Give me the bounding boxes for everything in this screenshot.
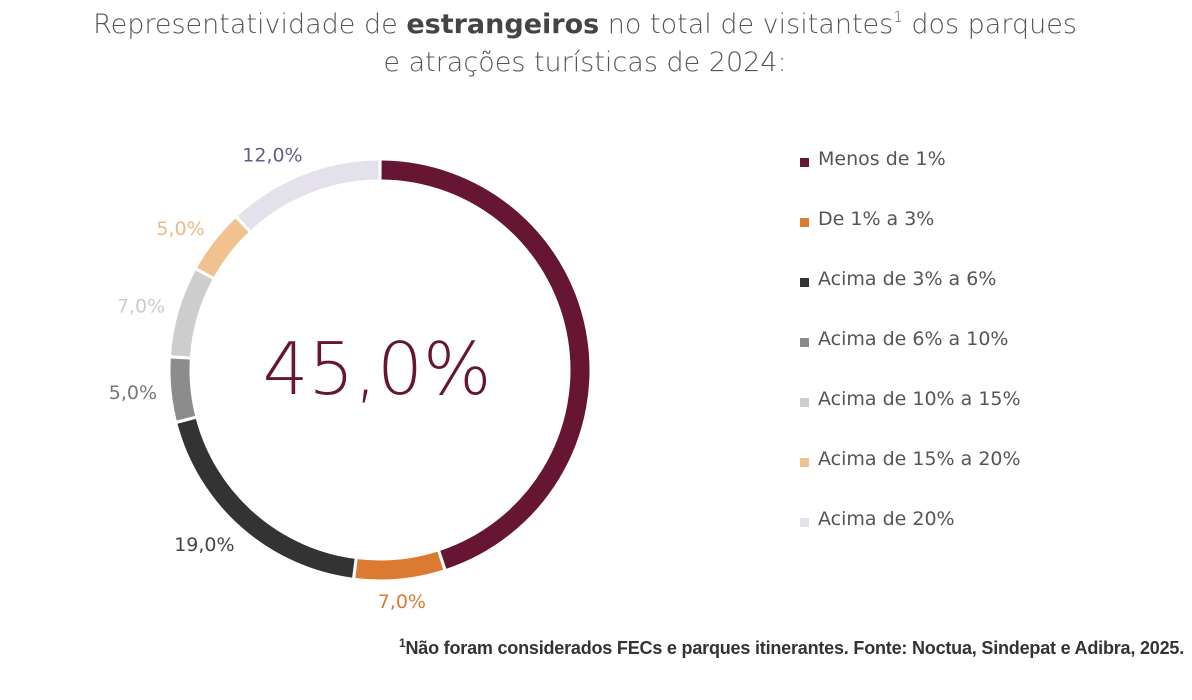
slice-label-6: 12,0%: [242, 144, 302, 166]
legend-swatch: [800, 398, 809, 407]
legend-item: Acima de 6% a 10%: [800, 328, 1021, 388]
title-text-post: no total de visitantes: [599, 9, 894, 40]
legend-item: Acima de 20%: [800, 508, 1021, 568]
legend-item: Acima de 3% a 6%: [800, 268, 1021, 328]
legend-swatch: [800, 338, 809, 347]
chart-title: Representatividade de estrangeiros no to…: [0, 6, 1170, 82]
chart-title-line-1: Representatividade de estrangeiros no to…: [0, 6, 1170, 44]
footnote-text: Não foram considerados FECs e parques it…: [405, 638, 1184, 658]
slice-label-2: 19,0%: [174, 534, 234, 556]
legend-label: De 1% a 3%: [818, 208, 935, 230]
slice-label-1: 7,0%: [378, 591, 426, 613]
legend-swatch: [800, 458, 809, 467]
legend-label: Acima de 3% a 6%: [818, 268, 997, 290]
slice-label-3: 5,0%: [109, 382, 157, 404]
legend-label: Acima de 6% a 10%: [818, 328, 1009, 350]
center-value-label: 45,0%: [263, 327, 492, 411]
footnote: 1Não foram considerados FECs e parques i…: [398, 636, 1184, 659]
slice-6: [237, 160, 379, 231]
legend-label: Acima de 10% a 15%: [818, 388, 1021, 410]
slice-1: [355, 551, 444, 580]
chart-title-line-2: e atrações turísticas de 2024:: [383, 47, 787, 78]
slice-label-5: 5,0%: [156, 218, 204, 240]
legend-label: Menos de 1%: [818, 148, 946, 170]
legend-label: Acima de 15% a 20%: [818, 448, 1021, 470]
footnote-mark: 1: [398, 636, 406, 650]
slice-0: [381, 160, 590, 569]
legend-swatch: [800, 518, 809, 527]
legend-swatch: [800, 218, 809, 227]
donut-slices: [170, 160, 590, 580]
title-text-end: dos parques: [902, 9, 1077, 40]
slice-3: [170, 358, 196, 421]
legend-item: Acima de 10% a 15%: [800, 388, 1021, 448]
legend-item: Acima de 15% a 20%: [800, 448, 1021, 508]
slice-4: [171, 270, 213, 357]
chart-legend: Menos de 1% De 1% a 3% Acima de 3% a 6% Aci…: [800, 148, 1021, 568]
legend-item: Menos de 1%: [800, 148, 1021, 208]
slice-5: [197, 218, 249, 278]
title-text-pre: Representatividade de: [93, 9, 407, 40]
title-footnote-mark: 1: [893, 8, 903, 26]
legend-swatch: [800, 158, 809, 167]
slice-2: [177, 418, 355, 578]
legend-item: De 1% a 3%: [800, 208, 1021, 268]
title-text-bold: estrangeiros: [406, 9, 600, 40]
slice-labels: 7,0% 19,0% 5,0% 7,0% 5,0% 12,0%: [109, 144, 426, 613]
slice-label-4: 7,0%: [117, 295, 165, 317]
legend-label: Acima de 20%: [818, 508, 955, 530]
legend-swatch: [800, 278, 809, 287]
